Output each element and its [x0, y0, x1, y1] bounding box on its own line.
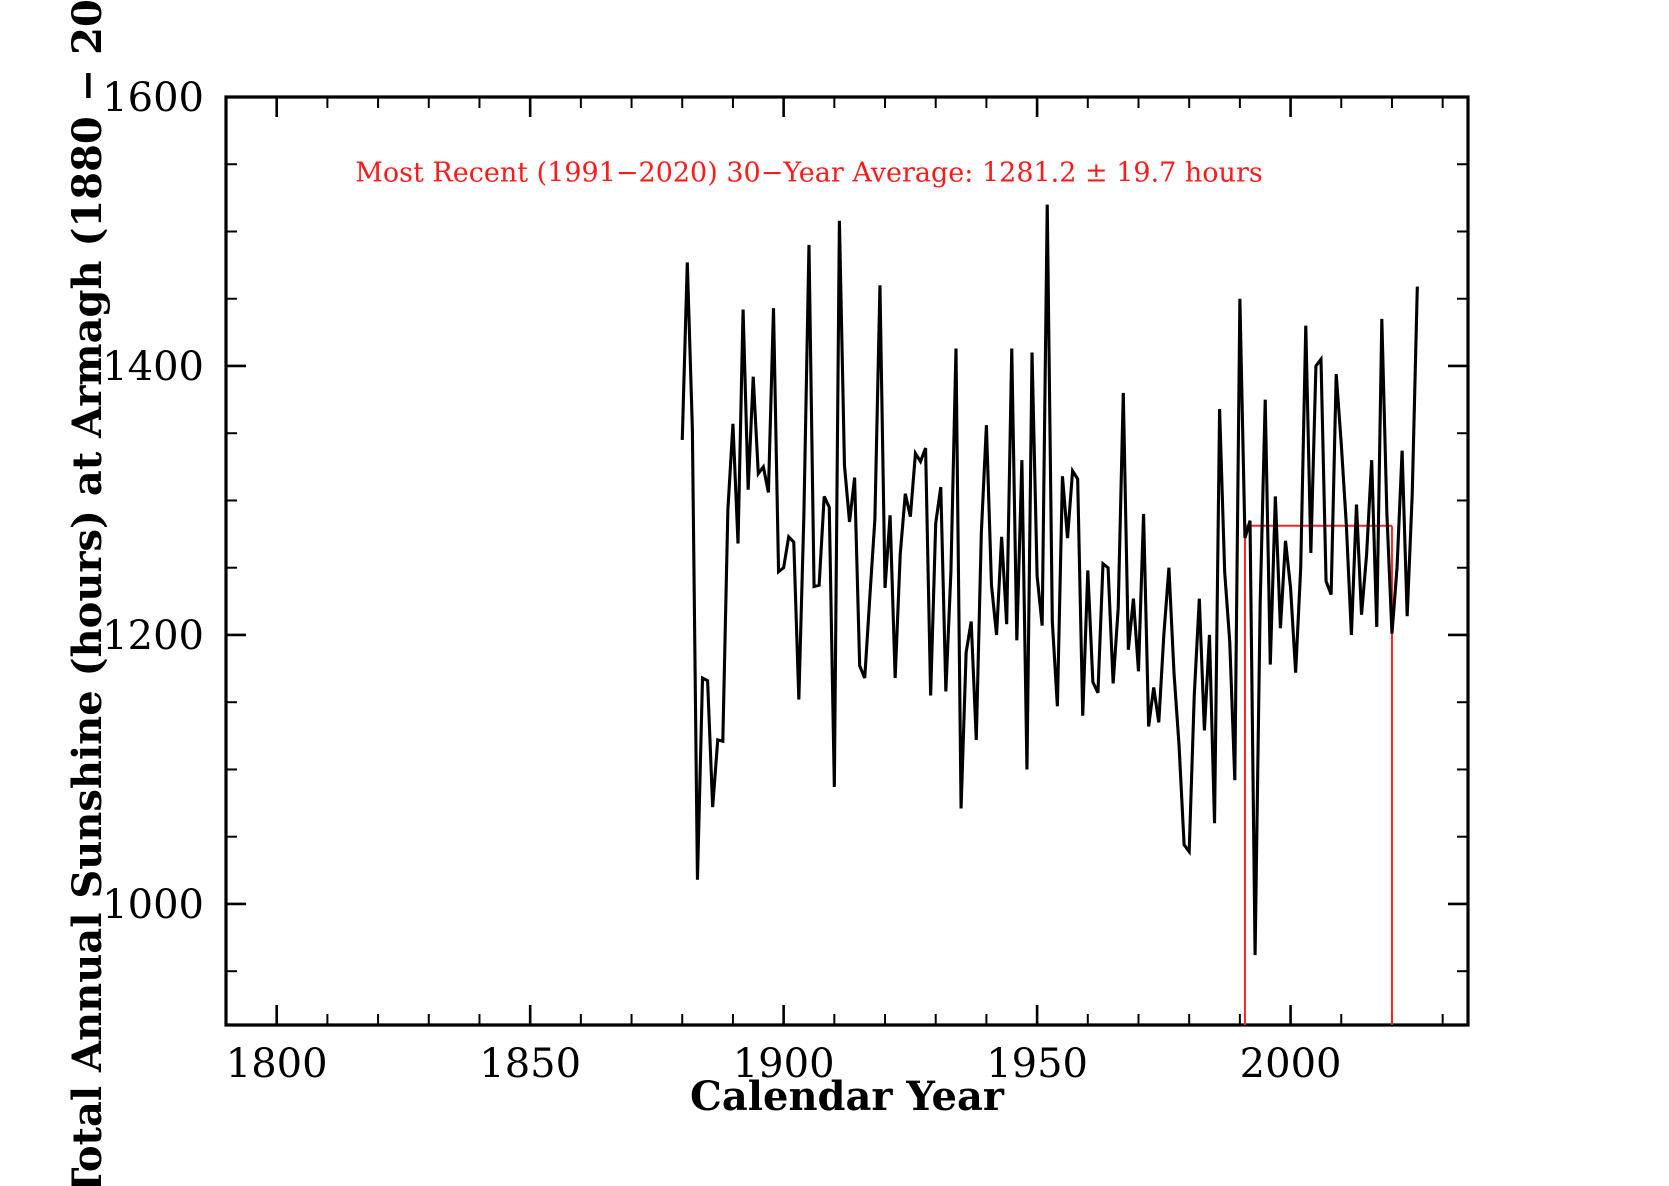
most-recent-average-note: Most Recent (1991−2020) 30−Year Average:…	[355, 158, 1262, 189]
y-tick-label-1600: 1600	[102, 75, 204, 121]
axes-frame	[224, 95, 1470, 1027]
y-tick-label-1400: 1400	[102, 344, 204, 390]
x-tick-label-1950: 1950	[986, 1041, 1088, 1087]
annual-sunshine-series	[680, 204, 1419, 956]
x-axis-tick-labels: 1800 1850 1900 1950 2000	[226, 1041, 1342, 1087]
y-axis-ticks	[226, 95, 1468, 973]
x-tick-label-1800: 1800	[226, 1041, 328, 1087]
x-tick-label-2000: 2000	[1240, 1041, 1342, 1087]
x-tick-label-1900: 1900	[733, 1041, 835, 1087]
x-axis-title: Calendar Year	[690, 1073, 1005, 1120]
y-tick-label-1200: 1200	[102, 613, 204, 659]
reference-lines-group	[1243, 524, 1393, 1025]
y-axis-title: Total Annual Sunshine (hours) at Armagh …	[64, 0, 111, 1186]
y-axis-tick-labels: 1000 1200 1400 1600	[102, 75, 204, 928]
y-tick-label-1000: 1000	[102, 882, 204, 928]
x-tick-label-1850: 1850	[479, 1041, 581, 1087]
plot-frame	[224, 95, 1470, 1027]
